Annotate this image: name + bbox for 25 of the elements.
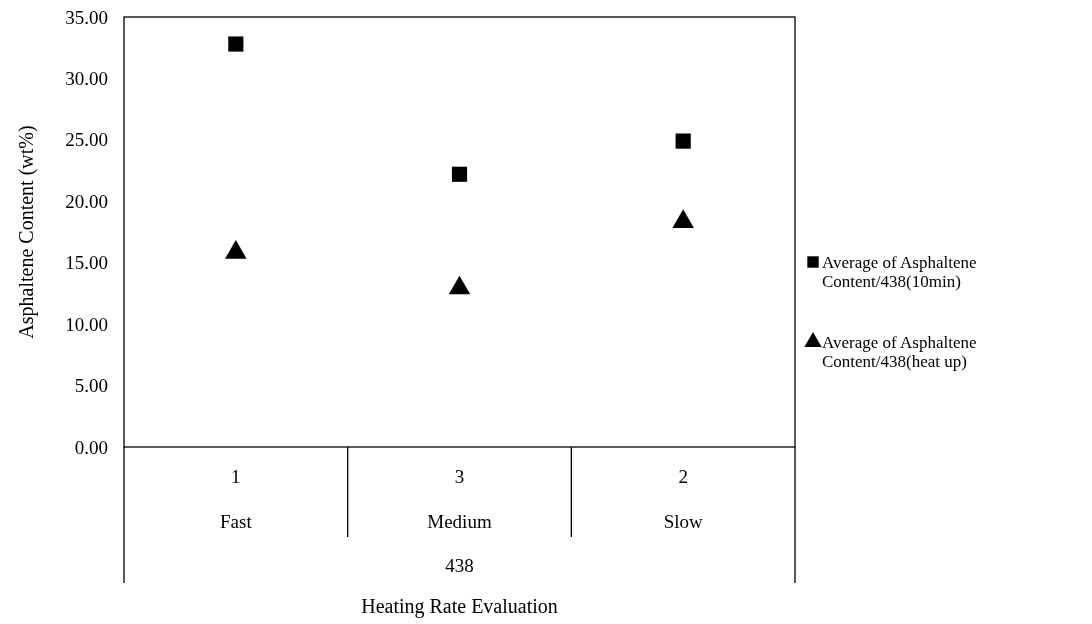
- point: [448, 275, 471, 295]
- x-axis-title: Heating Rate Evaluation: [361, 595, 558, 618]
- y-tick-label: 25.00: [65, 129, 108, 151]
- text: 1: [231, 465, 241, 487]
- y-tick-label: 20.00: [65, 190, 108, 212]
- text: 438: [445, 554, 474, 576]
- y-tick-label: 5.00: [74, 375, 108, 397]
- y-tick-label: 35.00: [65, 6, 108, 28]
- point: [672, 209, 694, 228]
- point: [451, 166, 468, 182]
- x-tick-label: Medium: [427, 510, 492, 532]
- legend-label: Average of Asphaltene Content/438(heat up): [822, 333, 977, 371]
- legend-label: Average of Asphaltene Content/438(10min): [822, 253, 977, 291]
- point: [228, 36, 244, 52]
- y-tick-label: 0.00: [74, 436, 108, 458]
- y-tick-label: 30.00: [65, 67, 108, 89]
- y-tick-label: 10.00: [65, 313, 108, 335]
- text: 2: [678, 465, 688, 487]
- point: [225, 240, 247, 259]
- text: 3: [454, 465, 465, 487]
- point: [675, 133, 691, 149]
- x-tick-label: Slow: [663, 510, 703, 532]
- y-tick-label: 15.00: [65, 252, 108, 274]
- x-tick-label: Fast: [219, 510, 253, 532]
- y-axis-title: Asphaltene Content (wt%): [15, 125, 38, 339]
